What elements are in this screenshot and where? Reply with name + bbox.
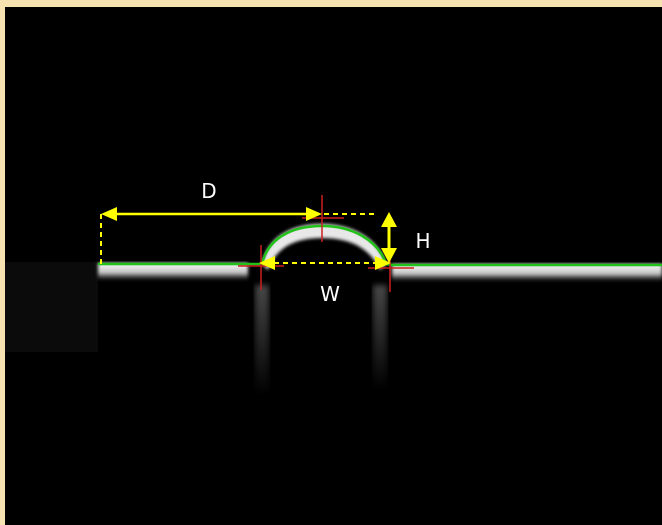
scan-dim-region (5, 262, 98, 352)
dimension-h (324, 212, 397, 263)
label-h: H (415, 229, 430, 253)
dimension-w (259, 256, 391, 270)
surface-layer-bump (262, 224, 386, 270)
label-d: D (201, 179, 216, 203)
dimension-d (100, 207, 322, 264)
marker-left-edge (238, 245, 284, 290)
surface-layer-right (392, 264, 662, 282)
shadow-column-left (255, 285, 269, 395)
label-w: W (320, 282, 340, 306)
surface-layer-left (98, 263, 248, 281)
shadow-column-right (373, 285, 387, 390)
